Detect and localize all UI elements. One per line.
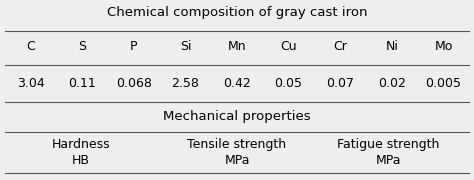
Text: C: C (26, 40, 35, 53)
Text: Si: Si (180, 40, 191, 53)
Text: 0.068: 0.068 (116, 77, 152, 90)
Text: 0.07: 0.07 (326, 77, 354, 90)
Text: Cu: Cu (280, 40, 297, 53)
Text: Chemical composition of gray cast iron: Chemical composition of gray cast iron (107, 6, 367, 19)
Text: Mo: Mo (434, 40, 453, 53)
Text: HB: HB (72, 154, 90, 167)
Text: MPa: MPa (224, 154, 250, 167)
Text: 3.04: 3.04 (17, 77, 45, 90)
Text: 0.02: 0.02 (378, 77, 406, 90)
Text: Hardness: Hardness (51, 138, 110, 151)
Text: S: S (78, 40, 86, 53)
Text: 0.005: 0.005 (426, 77, 462, 90)
Text: 2.58: 2.58 (172, 77, 200, 90)
Text: Mechanical properties: Mechanical properties (163, 110, 311, 123)
Text: Tensile strength: Tensile strength (187, 138, 287, 151)
Text: Mn: Mn (228, 40, 246, 53)
Text: 0.11: 0.11 (68, 77, 96, 90)
Text: 0.05: 0.05 (274, 77, 302, 90)
Text: MPa: MPa (376, 154, 401, 167)
Text: Cr: Cr (333, 40, 347, 53)
Text: P: P (130, 40, 137, 53)
Text: Fatigue strength: Fatigue strength (337, 138, 440, 151)
Text: 0.42: 0.42 (223, 77, 251, 90)
Text: Ni: Ni (385, 40, 398, 53)
